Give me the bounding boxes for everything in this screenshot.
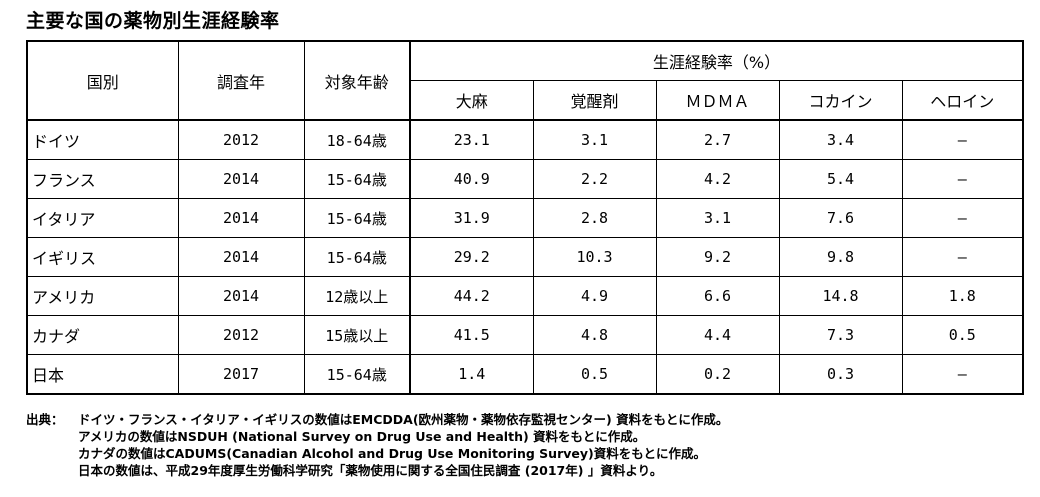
value-cell: 0.5	[901, 315, 1024, 355]
header-drug: 大麻	[409, 80, 534, 121]
value-cell: 7.6	[778, 198, 903, 238]
value-cell: 1.4	[409, 354, 534, 395]
table-row: フランス 2014 15-64歳 40.9 2.2 4.2 5.4—	[26, 159, 1024, 199]
value-cell: 31.9	[409, 198, 534, 238]
value-cell: 23.1	[409, 119, 534, 160]
country-cell: イタリア	[26, 198, 179, 238]
country-cell: フランス	[26, 159, 179, 199]
value-cell: 9.2	[655, 237, 780, 277]
value-cell: 4.4	[655, 315, 780, 355]
age-cell: 15-64歳	[303, 354, 411, 395]
table-row: アメリカ 2014 12歳以上 44.2 4.9 6.6 14.8 1.8	[26, 276, 1024, 316]
source-line: 日本の数値は、平成29年度厚生労働科学研究「薬物使用に関する全国住民調査 (20…	[78, 463, 663, 478]
source-label: 出典：	[26, 412, 64, 427]
table-row: イタリア 2014 15-64歳 31.9 2.8 3.1 7.6—	[26, 198, 1024, 238]
value-cell: 9.8	[778, 237, 903, 277]
age-cell: 15-64歳	[303, 237, 411, 277]
value-cell: —	[901, 354, 1024, 395]
value-cell: 14.8	[778, 276, 903, 316]
value-cell: 2.7	[655, 119, 780, 160]
source-line: ドイツ・フランス・イタリア・イギリスの数値はEMCDDA(欧州薬物・薬物依存監視…	[78, 412, 729, 427]
country-cell: イギリス	[26, 237, 179, 277]
year-cell: 2012	[177, 315, 305, 355]
year-cell: 2014	[177, 159, 305, 199]
table-row: カナダ 2012 15歳以上 41.5 4.8 4.4 7.3 0.5	[26, 315, 1024, 355]
year-cell: 2014	[177, 276, 305, 316]
header-age: 対象年齢	[303, 40, 411, 121]
source-line: アメリカの数値はNSDUH (National Survey on Drug U…	[78, 429, 646, 444]
value-cell: 3.1	[532, 119, 657, 160]
source-line: カナダの数値はCADUMS(Canadian Alcohol and Drug …	[78, 446, 706, 461]
header-year: 調査年	[177, 40, 305, 121]
value-cell: 44.2	[409, 276, 534, 316]
age-cell: 18-64歳	[303, 119, 411, 160]
value-cell: 2.8	[532, 198, 657, 238]
header-drug: ヘロイン	[901, 80, 1024, 121]
country-cell: ドイツ	[26, 119, 179, 160]
value-cell: —	[901, 198, 1024, 238]
value-cell: —	[901, 237, 1024, 277]
header-drug: ＭＤＭＡ	[655, 80, 780, 121]
value-cell: —	[901, 159, 1024, 199]
page-title: 主要な国の薬物別生涯経験率	[26, 10, 280, 32]
table-row: 日本 2017 15-64歳 1.4 0.5 0.2 0.3—	[26, 354, 1024, 395]
country-cell: 日本	[26, 354, 179, 395]
value-cell: 3.1	[655, 198, 780, 238]
value-cell: 3.4	[778, 119, 903, 160]
value-cell: 40.9	[409, 159, 534, 199]
value-cell: 7.3	[778, 315, 903, 355]
age-cell: 15-64歳	[303, 159, 411, 199]
header-drug: 覚醒剤	[532, 80, 657, 121]
table-row: ドイツ 2012 18-64歳 23.1 3.1 2.7 3.4—	[26, 119, 1024, 160]
value-cell: 29.2	[409, 237, 534, 277]
drug-prevalence-table: 国別 調査年 対象年齢 生涯経験率（%） 大麻 覚醒剤 ＭＤＭＡ コカイン ヘロ…	[26, 40, 1024, 395]
value-cell: 10.3	[532, 237, 657, 277]
header-drug: コカイン	[778, 80, 903, 121]
year-cell: 2014	[177, 198, 305, 238]
age-cell: 15-64歳	[303, 198, 411, 238]
year-cell: 2017	[177, 354, 305, 395]
value-cell: 4.8	[532, 315, 657, 355]
source-notes: 出典： ドイツ・フランス・イタリア・イギリスの数値はEMCDDA(欧州薬物・薬物…	[26, 411, 728, 479]
header-lifetime-prevalence: 生涯経験率（%）	[409, 40, 1024, 81]
value-cell: 6.6	[655, 276, 780, 316]
value-cell: 4.9	[532, 276, 657, 316]
value-cell: 1.8	[901, 276, 1024, 316]
age-cell: 15歳以上	[303, 315, 411, 355]
age-cell: 12歳以上	[303, 276, 411, 316]
value-cell: 0.5	[532, 354, 657, 395]
value-cell: 0.3	[778, 354, 903, 395]
header-country: 国別	[26, 40, 179, 121]
year-cell: 2014	[177, 237, 305, 277]
country-cell: アメリカ	[26, 276, 179, 316]
table-row: イギリス 2014 15-64歳 29.2 10.3 9.2 9.8—	[26, 237, 1024, 277]
value-cell: 4.2	[655, 159, 780, 199]
value-cell: 41.5	[409, 315, 534, 355]
value-cell: 5.4	[778, 159, 903, 199]
value-cell: 0.2	[655, 354, 780, 395]
country-cell: カナダ	[26, 315, 179, 355]
value-cell: —	[901, 119, 1024, 160]
value-cell: 2.2	[532, 159, 657, 199]
year-cell: 2012	[177, 119, 305, 160]
